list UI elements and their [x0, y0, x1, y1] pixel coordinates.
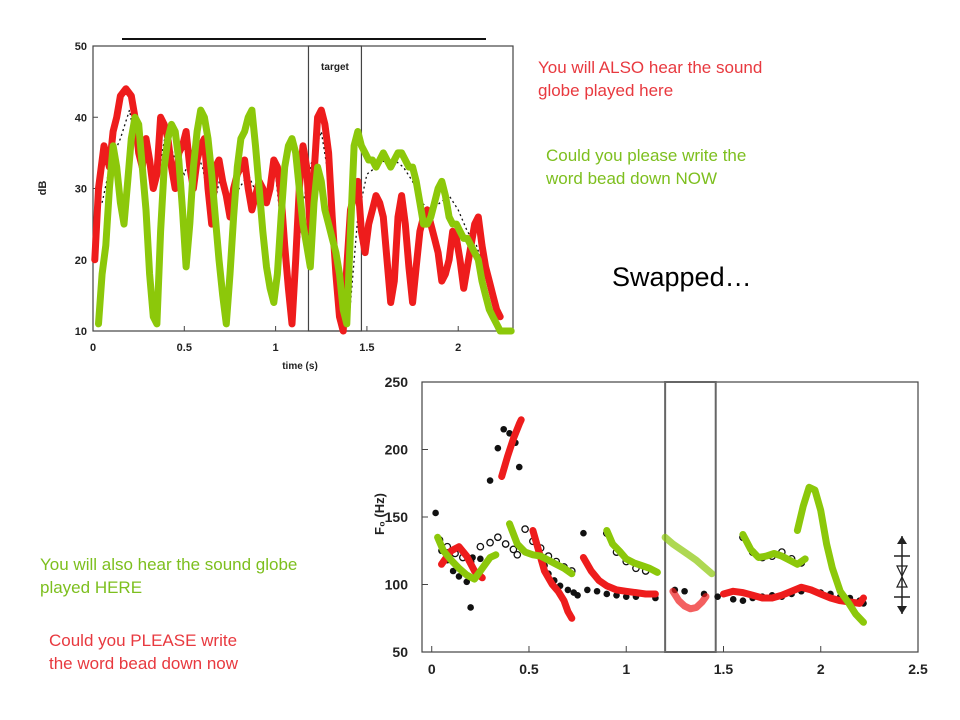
caption-bottom-green: You will also hear the sound globe playe…	[40, 553, 297, 599]
intensity-series	[91, 85, 515, 335]
filled-dot	[574, 592, 581, 599]
y-tick-label: 50	[392, 644, 408, 660]
intensity-line-green	[95, 106, 515, 335]
pitch-y-axis-label: F₀ (Hz)	[372, 493, 387, 535]
swapped-label: Swapped…	[612, 262, 752, 292]
filled-dot	[739, 597, 747, 604]
filled-dot	[455, 573, 463, 580]
open-dot	[509, 545, 518, 554]
intensity-chart: target 10 20 30 40 50 0 0.5 1 1.5 2 dB time (s)	[37, 38, 515, 372]
y-tick-label: 250	[385, 374, 409, 390]
intensity-y-axis-label: dB	[37, 181, 49, 196]
caption-bottom-green-line-2: played HERE	[40, 578, 143, 597]
pitch-contour-green	[434, 533, 500, 583]
x-tick-label: 2	[455, 342, 461, 354]
filled-dot	[714, 593, 721, 600]
y-tick-label: 20	[75, 255, 87, 267]
filled-dot	[515, 463, 523, 471]
y-tick-label: 150	[385, 509, 409, 525]
caption-top-red: You will ALSO hear the sound globe playe…	[538, 56, 762, 102]
filled-dot	[477, 555, 484, 563]
target-label: target	[321, 62, 349, 73]
caption-top-red-line-1: You will ALSO hear the sound	[538, 58, 763, 77]
filled-dot	[603, 590, 611, 598]
pitch-y-ticks: 50 100 150 200 250	[385, 374, 428, 660]
caption-bottom-green-line-1: You will also hear the sound globe	[40, 555, 298, 574]
pitch-x-ticks: 0 0.5 1 1.5 2 2.5	[428, 646, 928, 677]
pitch-contour-red	[529, 527, 576, 622]
pitch-chart: 50 100 150 200 250 0 0.5 1 1.5 2 2.5 F₀ (Hz)	[372, 374, 928, 677]
intensity-x-axis-label: time (s)	[282, 361, 318, 372]
filled-dot	[729, 596, 737, 603]
filled-dot	[681, 587, 688, 595]
pitch-contour-green	[603, 527, 661, 576]
y-tick-label: 100	[385, 577, 409, 593]
caption-bottom-red: Could you PLEASE write the word bead dow…	[49, 629, 238, 675]
pitch-contour-red	[579, 554, 659, 598]
caption-top-green-line-2: word bead down NOW	[546, 169, 718, 188]
intensity-y-ticks: 10 20 30 40 50	[75, 41, 98, 338]
pitch-contour-green	[739, 531, 809, 568]
x-tick-label: 1	[273, 342, 279, 354]
open-dot	[521, 525, 529, 534]
y-tick-label: 10	[75, 326, 87, 338]
open-dot	[513, 550, 522, 559]
x-tick-label: 2.5	[908, 661, 928, 677]
x-tick-label: 1.5	[714, 661, 734, 677]
y-tick-label: 200	[385, 442, 409, 458]
pitch-contour-green	[661, 533, 716, 578]
pitch-contour-red	[498, 416, 525, 480]
pitch-series	[434, 416, 867, 626]
y-tick-label: 40	[75, 112, 87, 124]
x-tick-label: 1.5	[359, 342, 374, 354]
open-dot	[476, 542, 485, 551]
x-tick-label: 0	[428, 661, 436, 677]
y-tick-label: 50	[75, 41, 87, 53]
x-tick-label: 0.5	[519, 661, 539, 677]
x-tick-label: 1	[622, 661, 630, 677]
filled-dot	[467, 604, 474, 611]
caption-top-red-line-2: globe played here	[538, 81, 674, 100]
y-tick-label: 30	[75, 184, 87, 196]
filled-dot	[593, 587, 601, 595]
caption-top-green-line-1: Could you please write the	[546, 146, 747, 165]
filled-dot	[463, 578, 471, 586]
filled-dot	[494, 444, 502, 452]
caption-bottom-red-line-2: the word bead down now	[49, 654, 239, 673]
x-tick-label: 0.5	[177, 342, 192, 354]
x-tick-label: 0	[90, 342, 96, 354]
caption-top-green: Could you please write the word bead dow…	[546, 144, 746, 190]
x-tick-label: 2	[817, 661, 825, 677]
pitch-plot-frame	[421, 381, 919, 653]
pitch-contour-red	[669, 587, 710, 613]
filled-dot	[580, 529, 587, 537]
open-dot	[501, 540, 510, 548]
scale-marker-icon	[894, 536, 910, 614]
caption-bottom-red-line-1: Could you PLEASE write	[49, 631, 238, 650]
pitch-contour-green	[506, 520, 576, 578]
open-dot	[494, 533, 502, 542]
filled-dot	[449, 567, 457, 575]
pitch-target-region-box	[664, 381, 717, 653]
pitch-contour-green	[793, 483, 867, 626]
filled-dot	[564, 586, 572, 594]
open-dot	[486, 538, 494, 547]
intensity-x-ticks: 0 0.5 1 1.5 2	[90, 326, 461, 354]
filled-dot	[486, 477, 494, 484]
filled-dot	[584, 586, 591, 594]
filled-dot	[432, 509, 439, 517]
filled-dot	[500, 425, 507, 433]
